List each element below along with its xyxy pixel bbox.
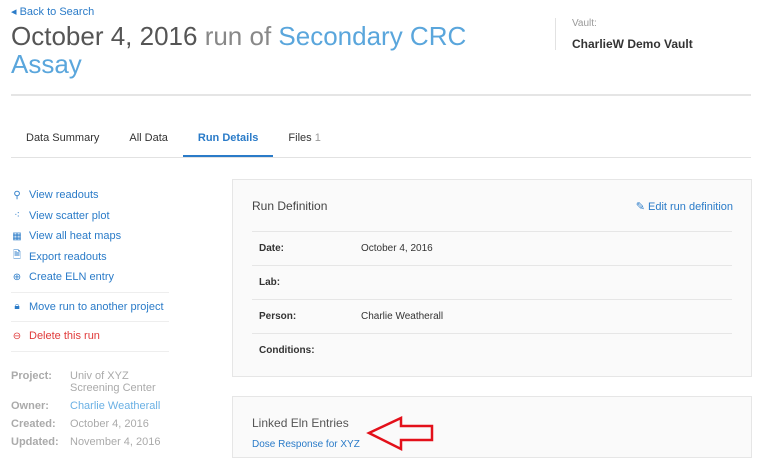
export-readouts-link[interactable]: 🗎 Export readouts	[11, 247, 169, 268]
field-row: Date: October 4, 2016	[252, 231, 732, 265]
tab-data-summary[interactable]: Data Summary	[26, 132, 100, 144]
minus-circle-icon: ⊖	[12, 330, 22, 342]
edit-run-definition-link[interactable]: ✎ Edit run definition	[635, 201, 733, 213]
move-run-link[interactable]: 🔒︎ Move run to another project	[11, 297, 169, 318]
divider	[11, 321, 169, 322]
back-to-search-link[interactable]: ◂ Back to Search	[11, 6, 95, 18]
owner-link[interactable]: Charlie Weatherall	[70, 400, 161, 412]
pencil-icon: ✎	[635, 201, 645, 213]
field-row: Lab:	[252, 265, 732, 299]
scatter-icon: ⁖	[14, 210, 20, 222]
caret-left-icon: ◂	[11, 6, 17, 18]
divider	[11, 350, 169, 352]
view-readouts-link[interactable]: ⚲ View readouts	[11, 185, 169, 206]
panel-title: Run Definition	[252, 199, 328, 213]
page-title: October 4, 2016 run of Secondary CRC Ass…	[11, 21, 467, 79]
create-eln-entry-link[interactable]: ⊕ Create ELN entry	[12, 271, 114, 284]
vault-info: Vault: CharlieW Demo Vault	[555, 18, 693, 51]
run-metadata: Project: Univ of XYZ Screening Center Own…	[11, 370, 181, 454]
export-icon: 🗎	[12, 250, 22, 262]
lock-icon: 🔒︎	[14, 301, 20, 313]
divider	[11, 291, 169, 293]
delete-run-link[interactable]: ⊖ Delete this run	[12, 330, 100, 343]
eln-entry-link[interactable]: Dose Response for XYZ	[252, 439, 360, 450]
tab-files[interactable]: Files 1	[288, 132, 321, 144]
view-scatter-plot-link[interactable]: ⁖ View scatter plot	[11, 206, 169, 227]
run-actions: ⚲ View readouts ⁖ View scatter plot ▦ View …	[11, 185, 169, 356]
field-row: Person: Charlie Weatherall	[252, 299, 732, 333]
linked-eln-panel: Linked Eln Entries Dose Response for XYZ	[232, 396, 752, 458]
heatmap-icon: ▦	[12, 230, 22, 242]
search-icon: ⚲	[13, 189, 21, 201]
panel-title: Linked Eln Entries	[252, 416, 349, 430]
tab-bar: Data Summary All Data Run Details Files …	[11, 122, 751, 158]
run-definition-panel: Run Definition ✎ Edit run definition Dat…	[232, 179, 752, 377]
assay-link[interactable]: Secondary CRC Assay	[11, 21, 467, 79]
divider	[11, 94, 751, 96]
view-heat-maps-link[interactable]: ▦ View all heat maps	[12, 230, 122, 243]
field-row: Conditions:	[252, 333, 732, 367]
tab-run-details[interactable]: Run Details	[182, 122, 274, 157]
tab-all-data[interactable]: All Data	[129, 132, 168, 144]
plus-circle-icon: ⊕	[12, 271, 22, 283]
